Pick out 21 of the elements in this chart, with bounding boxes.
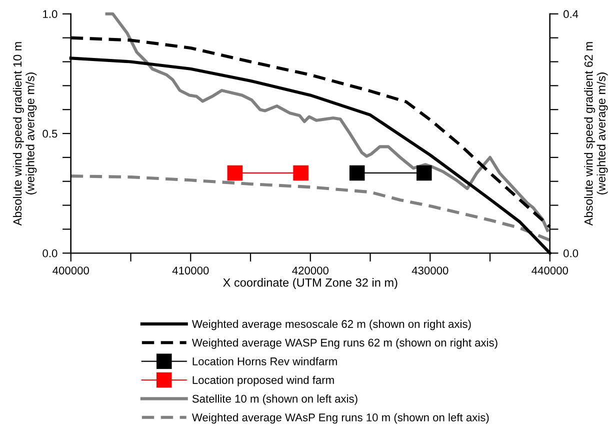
- line-series: [105, 12, 550, 232]
- y2-tick-label: 0.0: [564, 249, 578, 258]
- line-series: [69, 174, 552, 242]
- x-tick-label: 410000: [172, 266, 209, 274]
- legend-label: Location Horns Rev windfarm: [192, 357, 337, 366]
- x-axis-title: X coordinate (UTM Zone 32 in m): [223, 278, 398, 290]
- x-tick-label: 420000: [292, 266, 328, 274]
- y-tick-label: 1.0: [43, 10, 58, 18]
- y-tick-label: 0.0: [42, 249, 58, 258]
- legend-label: Location proposed wind farm: [192, 376, 334, 386]
- legend-label: Weighted average mesoscale 62 m (shown on right axis): [192, 320, 471, 330]
- legend-label: Weighted average WASP Eng runs 62 m (shown on right axis): [192, 338, 498, 349]
- x-tick-label: 440000: [532, 266, 568, 274]
- y-axis-title: Absolute wind speed gradient 10 m (weighted average m/s): [12, 42, 37, 226]
- y2-axis-title: Absolute wind speed gradient 62 m (weighted average m/s): [584, 42, 608, 226]
- y2-tick-label: 0.4: [564, 10, 578, 18]
- legend-label: Satellite 10 m (shown on left axis): [192, 394, 358, 405]
- x-tick-label: 400000: [52, 266, 89, 274]
- y-tick-label: 0.5: [42, 130, 58, 138]
- legend-label: Weighted average WAsP Eng runs 10 m (shown on left axis): [192, 413, 489, 424]
- x-tick-label: 430000: [412, 266, 448, 274]
